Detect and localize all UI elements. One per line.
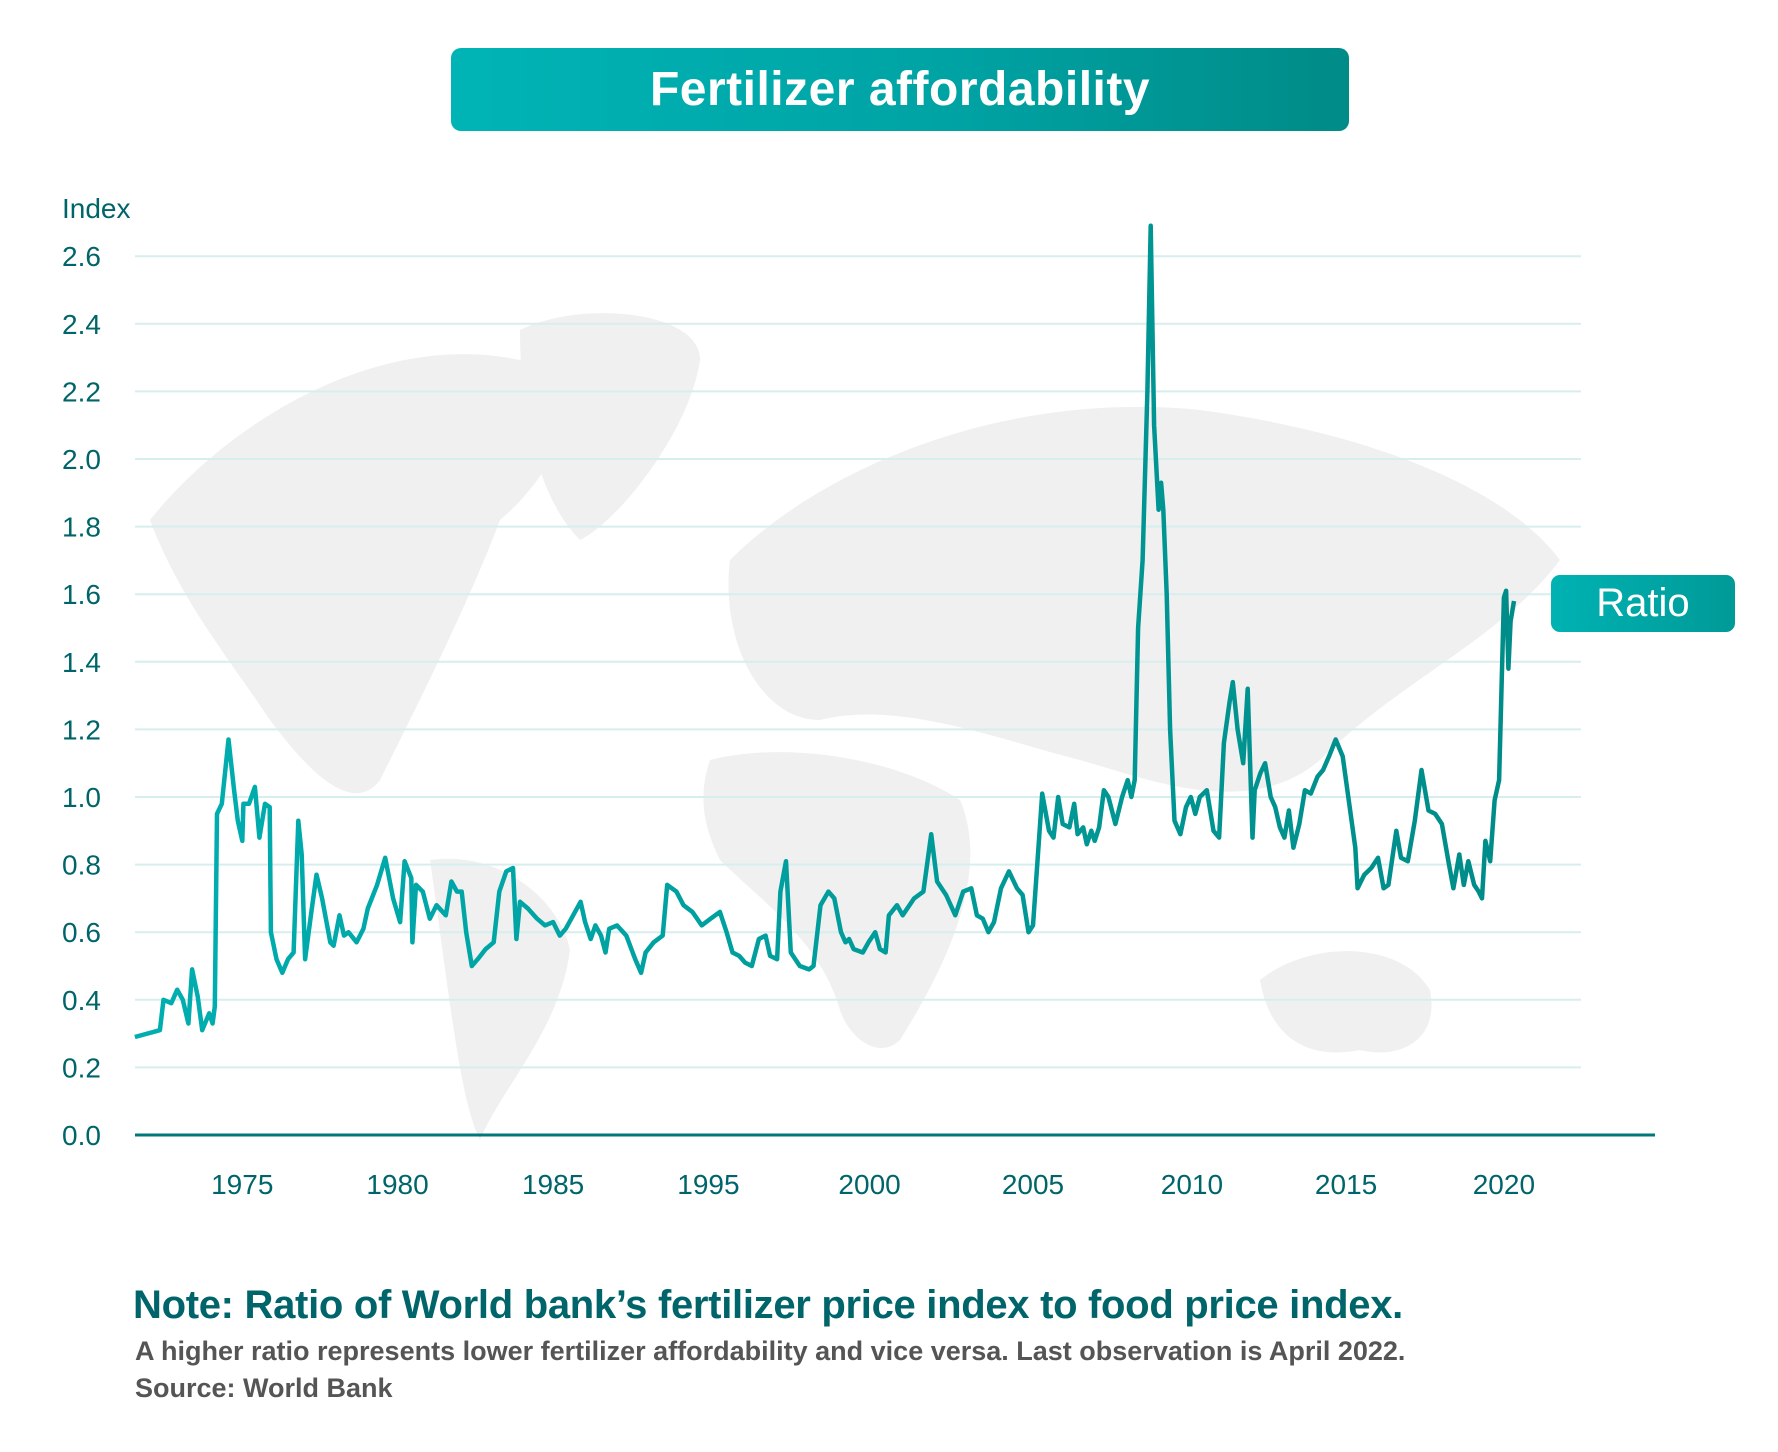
y-tick-label: 0.4 xyxy=(62,985,101,1016)
chart-title-banner: Fertilizer affordability xyxy=(451,48,1349,131)
y-axis-label: Index xyxy=(62,193,131,224)
y-tick-label: 2.0 xyxy=(62,444,101,475)
chart-note: Note: Ratio of World bank’s fertilizer p… xyxy=(133,1283,1403,1327)
legend-label: Ratio xyxy=(1596,581,1690,625)
chart-title: Fertilizer affordability xyxy=(649,63,1151,116)
gridlines xyxy=(135,255,1581,1069)
series-line-ratio xyxy=(134,223,1517,1040)
y-axis-ticks: 0.0 0.2 0.4 0.6 0.8 1.0 1.2 1.4 1.6 1.8 2.0 2.2 2.4 2… xyxy=(62,241,101,1151)
y-tick-label: 0.6 xyxy=(62,917,101,948)
y-tick-label: 0.0 xyxy=(62,1120,101,1151)
legend-ratio: Ratio xyxy=(1551,575,1735,632)
x-tick-label: 1980 xyxy=(366,1169,428,1200)
y-tick-label: 2.2 xyxy=(62,376,101,407)
y-tick-label: 2.4 xyxy=(62,309,101,340)
y-tick-label: 1.8 xyxy=(62,512,101,543)
y-tick-label: 0.2 xyxy=(62,1052,101,1083)
x-tick-label: 1995 xyxy=(677,1169,739,1200)
x-tick-label: 2015 xyxy=(1315,1169,1377,1200)
x-axis-ticks: 1975 1980 1985 1995 2000 2005 2010 2015 2020 xyxy=(211,1169,1535,1200)
x-tick-label: 2010 xyxy=(1161,1169,1223,1200)
chart-subnote: A higher ratio represents lower fertiliz… xyxy=(135,1336,1406,1366)
x-tick-label: 1975 xyxy=(211,1169,273,1200)
y-tick-label: 1.0 xyxy=(62,782,101,813)
y-tick-label: 1.6 xyxy=(62,579,101,610)
y-tick-label: 1.4 xyxy=(62,647,101,678)
world-map-background xyxy=(150,313,1560,1140)
y-tick-label: 1.2 xyxy=(62,714,101,745)
y-tick-label: 2.6 xyxy=(62,241,101,272)
x-tick-label: 2020 xyxy=(1473,1169,1535,1200)
x-tick-label: 1985 xyxy=(522,1169,584,1200)
chart-source: Source: World Bank xyxy=(135,1373,393,1403)
y-tick-label: 0.8 xyxy=(62,850,101,881)
x-tick-label: 2005 xyxy=(1002,1169,1064,1200)
x-tick-label: 2000 xyxy=(838,1169,900,1200)
